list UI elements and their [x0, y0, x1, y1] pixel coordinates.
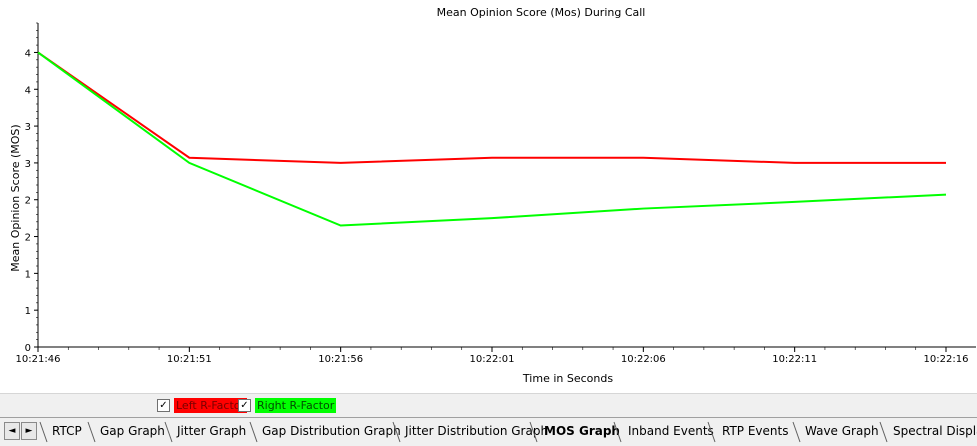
series-layer	[37, 51, 947, 227]
y-tick-label: 1	[25, 306, 31, 317]
tab-scroll-right-button[interactable]: ►	[21, 422, 37, 440]
y-axis-label: Mean Opinion Score (MOS)	[9, 124, 22, 271]
y-tick-label: 2	[25, 233, 31, 244]
legend-item-left-r-factor[interactable]: ✓ Left R-Factor	[157, 397, 248, 413]
tab-jitter-graph[interactable]: Jitter Graph	[177, 424, 247, 438]
tab-rtp-events[interactable]: RTP Events	[722, 424, 789, 438]
x-tick-label: 10:22:01	[470, 354, 515, 365]
tab-mos-graph[interactable]: MOS Graph	[544, 424, 620, 438]
tab-jitter-distribution-graph[interactable]: Jitter Distribution Graph	[405, 424, 549, 438]
tab-scroll-left-button[interactable]: ◄	[4, 422, 20, 440]
y-tick-label: 2	[25, 196, 31, 207]
y-tick-label: 4	[25, 85, 31, 96]
x-tick-label: 10:21:56	[318, 354, 363, 365]
tab-separators	[39, 421, 888, 443]
tab-rtcp[interactable]: RTCP	[52, 424, 82, 438]
legend-item-right-r-factor[interactable]: ✓ Right R-Factor	[238, 397, 337, 413]
chart-title: Mean Opinion Score (Mos) During Call	[437, 6, 646, 19]
y-tick-label: 0	[25, 343, 31, 354]
y-tick-label: 1	[25, 269, 31, 280]
y-tick-label: 3	[25, 159, 31, 170]
right-r-factor-checkbox[interactable]: ✓	[238, 398, 251, 412]
left-r-factor-checkbox[interactable]: ✓	[157, 398, 170, 412]
axes: 0 1 1 2 2 3 3 4 4 10:21:46 10:21:51 10:21:56 10:22:0…	[16, 22, 976, 365]
y-tick-label: 3	[25, 122, 31, 133]
series-line-left-r-factor	[37, 51, 946, 164]
right-r-factor-label: Right R-Factor	[255, 397, 337, 413]
tab-strip: ◄ ► RTCP Gap Graph Jitter Graph Gap Dist…	[0, 417, 977, 446]
x-tick-label: 10:22:06	[621, 354, 666, 365]
x-tick-label: 10:22:11	[772, 354, 817, 365]
legend-bar: ✓ Left R-Factor ✓ Right R-Factor	[0, 393, 977, 418]
left-r-factor-label: Left R-Factor	[174, 397, 248, 413]
x-tick-label: 10:22:16	[924, 354, 969, 365]
x-axis-label: Time in Seconds	[522, 372, 613, 385]
tab-inband-events[interactable]: Inband Events	[628, 424, 714, 438]
x-tick-label: 10:21:51	[167, 354, 212, 365]
mos-chart: Mean Opinion Score (Mos) During Call Tim…	[9, 6, 976, 385]
tab-gap-distribution-graph[interactable]: Gap Distribution Graph	[262, 424, 401, 438]
tab-spectral-display[interactable]: Spectral Display	[893, 424, 977, 438]
x-tick-label: 10:21:46	[16, 354, 61, 365]
tab-wave-graph[interactable]: Wave Graph	[805, 424, 879, 438]
y-tick-label: 4	[25, 48, 31, 59]
series-line-right-r-factor	[37, 51, 947, 227]
tab-gap-graph[interactable]: Gap Graph	[100, 424, 165, 438]
